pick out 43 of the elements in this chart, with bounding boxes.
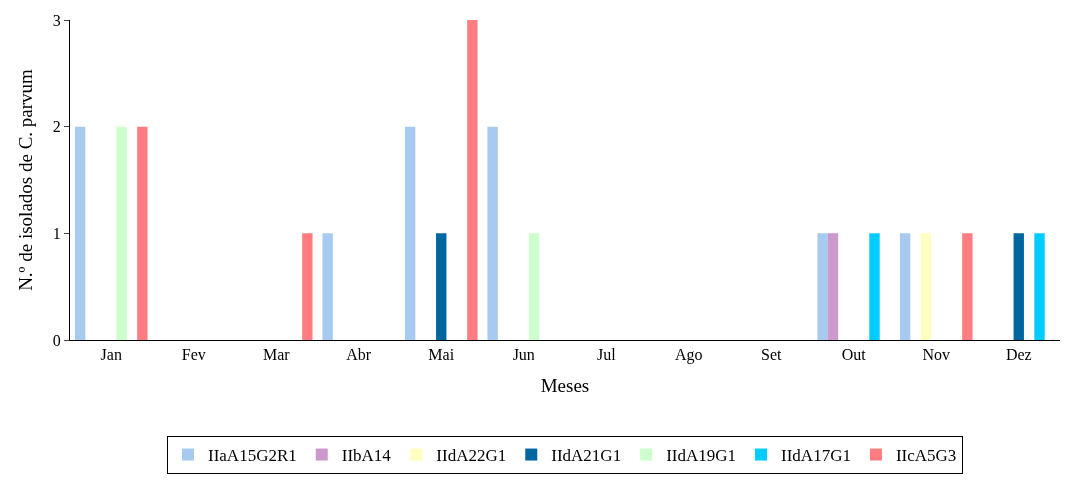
x-tick-label: Abr — [346, 346, 372, 364]
bar — [869, 233, 880, 340]
bar — [302, 233, 313, 340]
y-axis-title: N.º de isolados de C. parvum — [14, 68, 36, 291]
y-tick-label: 0 — [52, 331, 61, 349]
bar — [467, 20, 478, 340]
bar — [817, 233, 828, 340]
x-tick-label: Ago — [674, 346, 703, 365]
x-tick-label: Jun — [512, 346, 535, 364]
bar — [322, 233, 333, 340]
bar — [487, 126, 498, 340]
x-tick-label: Jul — [596, 346, 617, 364]
legend-label: IIaA15G2R1 — [208, 446, 297, 466]
x-tick-label: Set — [761, 346, 783, 364]
bar — [116, 126, 127, 340]
bar — [920, 233, 932, 340]
bar — [962, 233, 973, 340]
legend-label: IIdA22G1 — [436, 446, 507, 466]
bar — [1034, 233, 1045, 340]
y-tick-label: 3 — [52, 11, 61, 29]
x-axis-title: Meses — [540, 375, 590, 396]
bar — [137, 126, 148, 340]
x-tick-label: Mar — [262, 346, 291, 364]
legend-label: IIdA21G1 — [551, 446, 622, 466]
bar — [528, 233, 540, 340]
bar — [74, 126, 86, 340]
x-tick-label: Mai — [428, 346, 455, 364]
y-tick-label: 1 — [52, 224, 61, 242]
legend-label: IIcA5G3 — [895, 446, 957, 466]
x-tick-label: Out — [841, 346, 867, 364]
x-tick-label: Jan — [100, 346, 122, 364]
bar — [1013, 233, 1024, 340]
legend-label: IIdA19G1 — [666, 446, 737, 466]
y-tick-label: 2 — [52, 118, 61, 136]
bar — [827, 233, 839, 340]
x-tick-label: Nov — [922, 346, 951, 364]
legend-label: IIdA17G1 — [781, 446, 851, 466]
x-tick-label: Dez — [1005, 346, 1032, 364]
bar — [899, 233, 911, 340]
bar — [436, 233, 447, 340]
bar — [404, 126, 416, 340]
legend-label: IIbA14 — [341, 446, 392, 466]
x-tick-label: Fev — [181, 346, 206, 364]
